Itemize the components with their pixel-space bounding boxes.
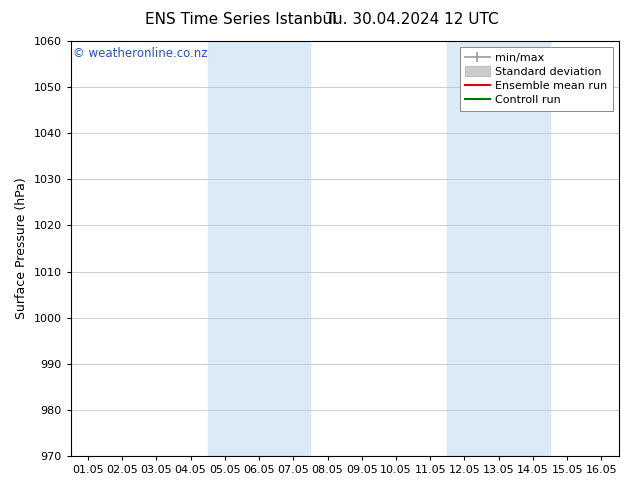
Text: Tu. 30.04.2024 12 UTC: Tu. 30.04.2024 12 UTC	[326, 12, 498, 27]
Text: ENS Time Series Istanbul: ENS Time Series Istanbul	[145, 12, 337, 27]
Bar	[208, 41, 311, 456]
Y-axis label: Surface Pressure (hPa): Surface Pressure (hPa)	[15, 178, 28, 319]
Text: © weatheronline.co.nz: © weatheronline.co.nz	[74, 47, 208, 60]
Bar	[448, 41, 550, 456]
Legend: min/max, Standard deviation, Ensemble mean run, Controll run: min/max, Standard deviation, Ensemble me…	[460, 47, 613, 111]
